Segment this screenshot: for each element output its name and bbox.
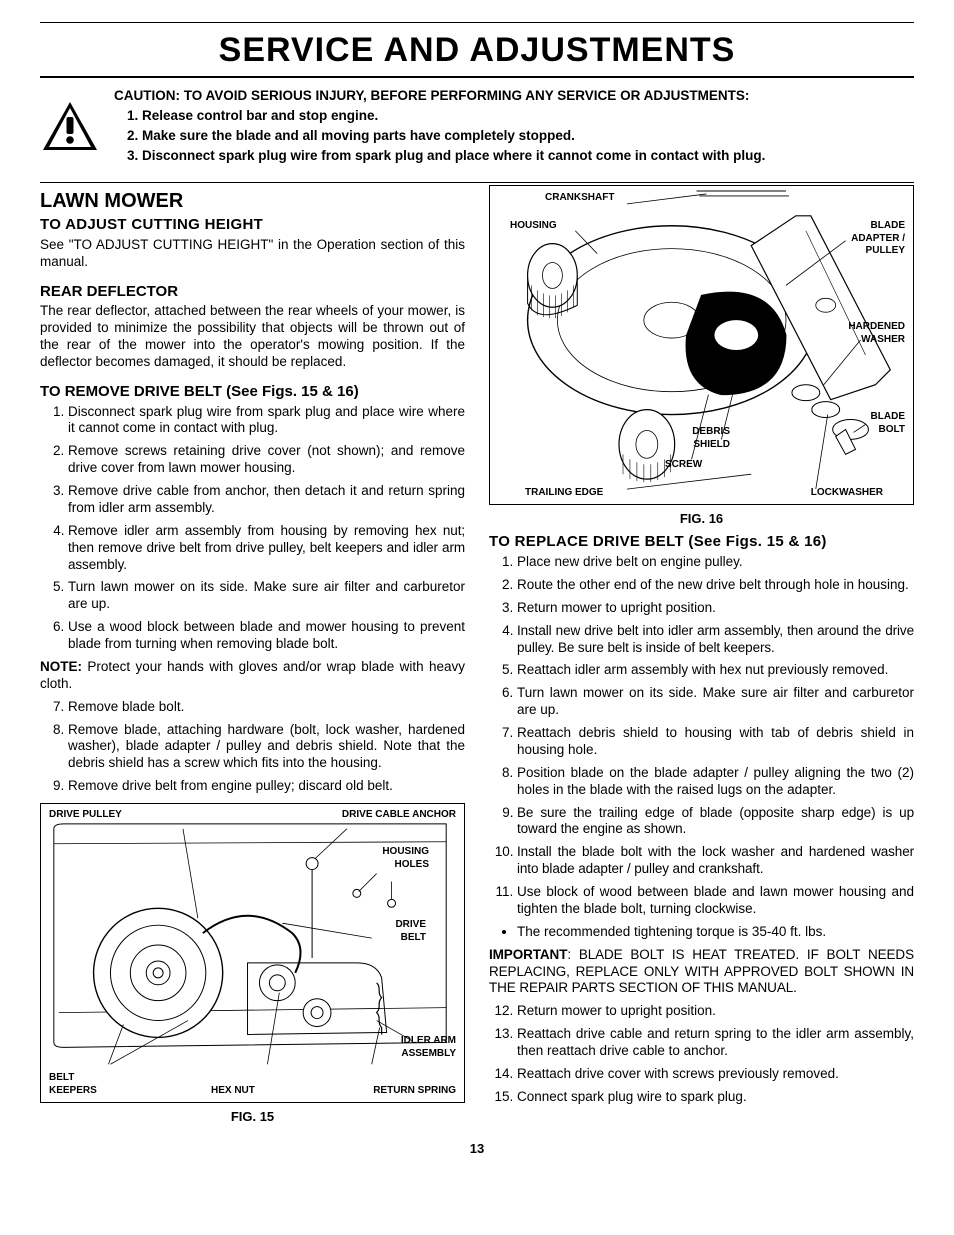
replace-step: Reattach drive cover with screws previou… [517, 1066, 914, 1083]
replace-step: Connect spark plug wire to spark plug. [517, 1089, 914, 1106]
adjust-height-heading: TO ADJUST CUTTING HEIGHT [40, 216, 465, 235]
fig16-label-crankshaft: CRANKSHAFT [545, 192, 614, 205]
adjust-height-body: See "TO ADJUST CUTTING HEIGHT" in the Op… [40, 237, 465, 271]
left-column: LAWN MOWER TO ADJUST CUTTING HEIGHT See … [40, 185, 465, 1131]
caution-heading: CAUTION: TO AVOID SERIOUS INJURY, BEFORE… [114, 88, 914, 105]
remove-step: Remove blade bolt. [68, 699, 465, 716]
caution-item: Disconnect spark plug wire from spark pl… [142, 148, 914, 165]
remove-step: Disconnect spark plug wire from spark pl… [68, 404, 465, 438]
fig15-label-drive-belt: DRIVE BELT [381, 919, 426, 944]
page-number: 13 [40, 1141, 914, 1157]
replace-step: Reattach debris shield to housing with t… [517, 725, 914, 759]
important-note: IMPORTANT: BLADE BOLT IS HEAT TREATED. I… [489, 947, 914, 998]
fig16-label-screw: SCREW [665, 459, 702, 472]
remove-step: Use a wood block between blade and mower… [68, 619, 465, 653]
content-columns: LAWN MOWER TO ADJUST CUTTING HEIGHT See … [40, 185, 914, 1131]
fig15-label-drive-pulley: DRIVE PULLEY [49, 809, 122, 822]
replace-belt-heading: TO REPLACE DRIVE BELT (See Figs. 15 & 16… [489, 533, 914, 552]
rear-deflector-heading: REAR DEFLECTOR [40, 283, 465, 302]
fig15-caption: FIG. 15 [40, 1109, 465, 1125]
fig15-label-drive-cable-anchor: DRIVE CABLE ANCHOR [342, 809, 456, 822]
figure-15: DRIVE PULLEY DRIVE CABLE ANCHOR HOUSING … [40, 803, 465, 1103]
replace-step: Place new drive belt on engine pulley. [517, 554, 914, 571]
remove-step: Remove drive cable from anchor, then det… [68, 483, 465, 517]
rear-deflector-body: The rear deflector, attached between the… [40, 303, 465, 371]
right-column: CRANKSHAFT HOUSING BLADE ADAPTER / PULLE… [489, 185, 914, 1112]
replace-bullet: The recommended tightening torque is 35-… [517, 924, 914, 941]
remove-step: Remove idler arm assembly from housing b… [68, 523, 465, 574]
remove-note: NOTE: Protect your hands with gloves and… [40, 659, 465, 693]
fig15-label-idler-arm: IDLER ARM ASSEMBLY [386, 1035, 456, 1060]
rule-top-thick [40, 76, 914, 78]
remove-step: Remove screws retaining drive cover (not… [68, 443, 465, 477]
lawn-mower-heading: LAWN MOWER [40, 189, 465, 214]
page-title: SERVICE AND ADJUSTMENTS [40, 29, 914, 72]
replace-step: Use block of wood between blade and lawn… [517, 884, 914, 918]
remove-step: Remove drive belt from engine pulley; di… [68, 778, 465, 795]
replace-step: Return mower to upright position. [517, 1003, 914, 1020]
rule-caution-bottom [40, 182, 914, 183]
fig16-label-lockwasher: LOCKWASHER [811, 487, 883, 500]
warning-icon [40, 100, 100, 159]
fig16-label-blade-bolt: BLADE BOLT [855, 411, 905, 436]
remove-step: Turn lawn mower on its side. Make sure a… [68, 579, 465, 613]
replace-step: Route the other end of the new drive bel… [517, 577, 914, 594]
caution-item: Make sure the blade and all moving parts… [142, 128, 914, 145]
replace-step: Install new drive belt into idler arm as… [517, 623, 914, 657]
fig16-label-hardened-washer: HARDENED WASHER [835, 321, 905, 346]
replace-step: Turn lawn mower on its side. Make sure a… [517, 685, 914, 719]
replace-step: Reattach idler arm assembly with hex nut… [517, 662, 914, 679]
replace-step: Reattach drive cable and return spring t… [517, 1026, 914, 1060]
fig15-label-housing-holes: HOUSING HOLES [369, 846, 429, 871]
fig15-label-hex-nut: HEX NUT [211, 1085, 255, 1098]
remove-belt-heading: TO REMOVE DRIVE BELT (See Figs. 15 & 16) [40, 383, 465, 402]
fig15-label-return-spring: RETURN SPRING [373, 1085, 456, 1098]
fig16-caption: FIG. 16 [489, 511, 914, 527]
fig16-label-blade-adapter: BLADE ADAPTER / PULLEY [835, 220, 905, 258]
fig16-label-debris-shield: DEBRIS SHIELD [680, 426, 730, 451]
replace-step: Install the blade bolt with the lock was… [517, 844, 914, 878]
rule-top-thin [40, 22, 914, 23]
fig16-label-trailing-edge: TRAILING EDGE [525, 487, 603, 500]
figure-16: CRANKSHAFT HOUSING BLADE ADAPTER / PULLE… [489, 185, 914, 505]
replace-step: Be sure the trailing edge of blade (oppo… [517, 805, 914, 839]
remove-step: Remove blade, attaching hardware (bolt, … [68, 722, 465, 773]
caution-item: Release control bar and stop engine. [142, 108, 914, 125]
fig15-label-belt-keepers: BELT KEEPERS [49, 1072, 109, 1097]
fig16-label-housing: HOUSING [510, 220, 557, 233]
replace-step: Return mower to upright position. [517, 600, 914, 617]
replace-step: Position blade on the blade adapter / pu… [517, 765, 914, 799]
caution-box: CAUTION: TO AVOID SERIOUS INJURY, BEFORE… [40, 88, 914, 169]
